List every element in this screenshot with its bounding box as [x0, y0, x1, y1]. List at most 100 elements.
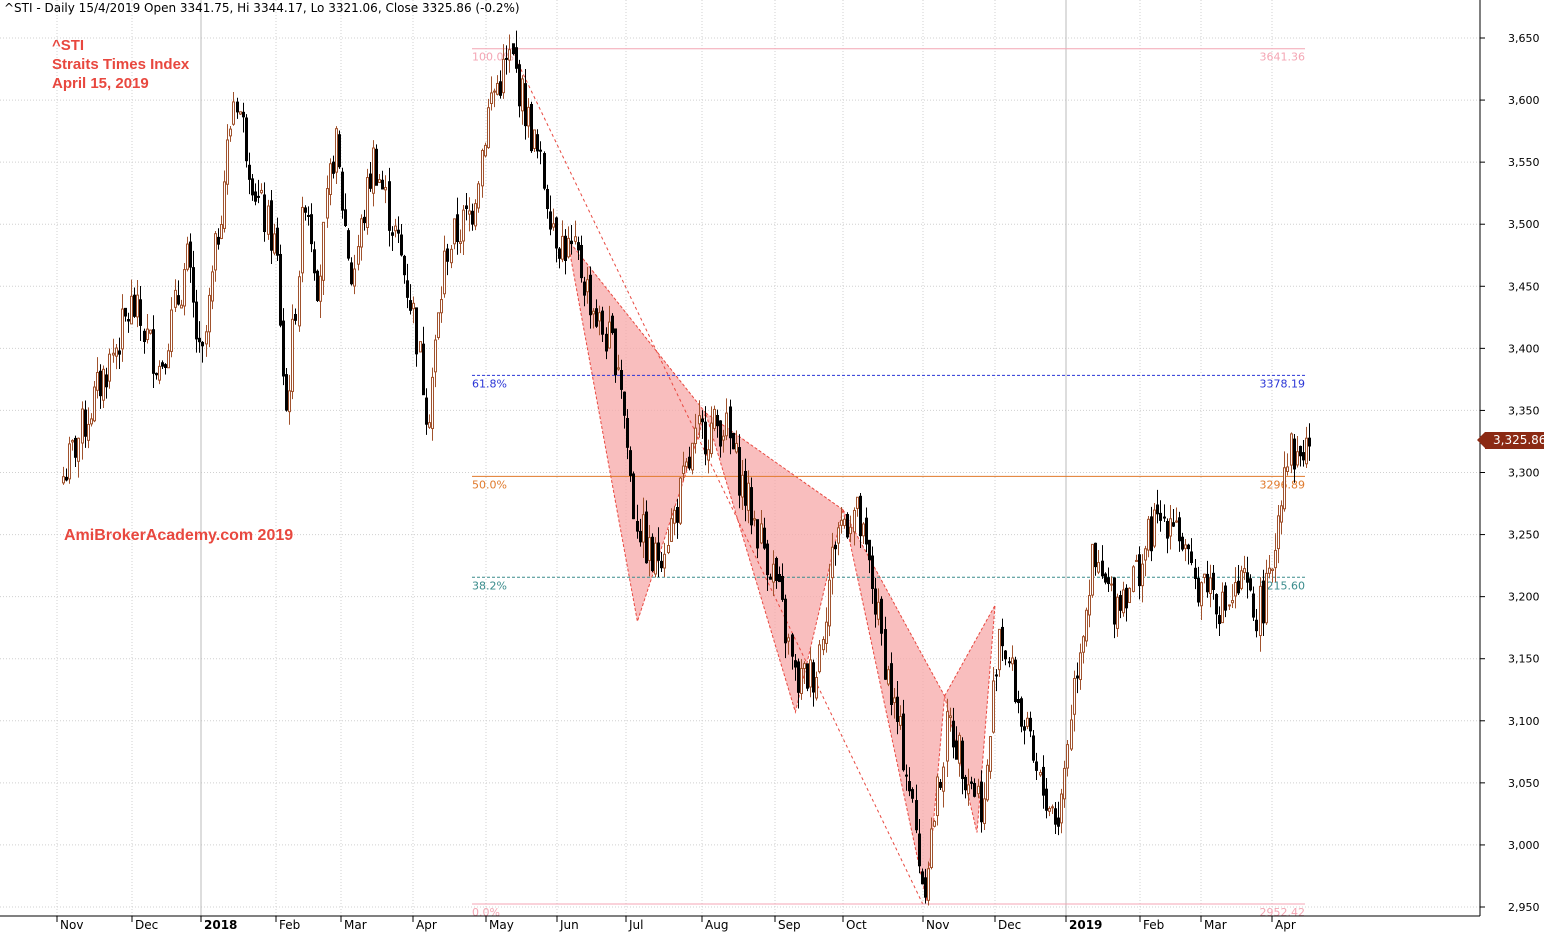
- candle-body-195: [667, 545, 670, 554]
- candle-body-381: [1243, 568, 1246, 573]
- candle-body-168: [583, 281, 586, 296]
- candle-body-74: [291, 318, 294, 392]
- y-tick-label-5: 3,200: [1508, 591, 1540, 604]
- candle-body-386: [1259, 585, 1262, 637]
- candle-body-231: [778, 574, 781, 583]
- candle-body-86: [329, 163, 332, 196]
- candle-body-136: [484, 144, 487, 157]
- fib-value-label-3: 3215.60: [1260, 579, 1306, 592]
- candle-body-388: [1265, 572, 1268, 624]
- candle-body-369: [1206, 573, 1209, 593]
- candle-body-14: [105, 374, 108, 388]
- candle-body-43: [195, 301, 198, 340]
- candle-body-20: [124, 307, 127, 317]
- candle-body-32: [161, 362, 164, 367]
- y-tick-label-4: 3,150: [1508, 653, 1540, 666]
- candle-body-354: [1159, 512, 1162, 521]
- candle-body-40: [186, 243, 189, 270]
- candle-body-268: [893, 697, 896, 704]
- candle-body-227: [766, 543, 769, 576]
- candle-body-372: [1215, 594, 1218, 615]
- y-tick-label-7: 3,300: [1508, 467, 1540, 480]
- watermark-label: AmiBrokerAcademy.com 2019: [64, 527, 294, 544]
- candle-body-159: [555, 217, 558, 249]
- candle-body-349: [1144, 548, 1147, 561]
- candle-body-158: [552, 223, 555, 228]
- candle-body-330: [1085, 609, 1088, 642]
- y-tick-label-13: 3,600: [1508, 94, 1540, 107]
- y-tick-label-1: 3,000: [1508, 839, 1540, 852]
- candle-body-164: [570, 240, 573, 245]
- candle-body-353: [1156, 504, 1159, 515]
- candle-body-291: [964, 776, 967, 791]
- candle-body-187: [642, 514, 645, 543]
- candle-body-322: [1060, 793, 1063, 824]
- candle-body-111: [406, 280, 409, 298]
- x-tick-label-7: Jun: [559, 918, 579, 932]
- candle-body-209: [710, 422, 713, 455]
- candle-body-118: [428, 422, 431, 428]
- candle-body-308: [1017, 699, 1020, 704]
- candle-body-265: [884, 629, 887, 680]
- candle-body-378: [1234, 582, 1237, 597]
- candle-body-128: [459, 241, 462, 244]
- candle-body-373: [1218, 615, 1221, 625]
- candle-body-333: [1094, 542, 1097, 568]
- candle-body-329: [1082, 636, 1085, 653]
- candle-body-67: [270, 200, 273, 251]
- candle-body-13: [102, 368, 105, 401]
- candle-body-202: [688, 456, 691, 469]
- candle-body-206: [701, 418, 704, 423]
- candle-body-155: [543, 153, 546, 189]
- y-tick-label-12: 3,550: [1508, 156, 1540, 169]
- candle-body-271: [902, 713, 905, 771]
- candle-body-152: [533, 129, 536, 149]
- candle-body-272: [905, 774, 908, 777]
- candle-body-123: [443, 250, 446, 295]
- candle-body-344: [1128, 587, 1131, 604]
- candle-body-31: [158, 365, 161, 381]
- candle-body-215: [729, 406, 732, 439]
- candle-body-24: [136, 294, 139, 318]
- candle-body-68: [273, 233, 276, 254]
- candle-body-41: [189, 241, 192, 268]
- candle-body-371: [1212, 572, 1215, 590]
- candle-body-303: [1001, 626, 1004, 647]
- candle-body-299: [989, 736, 992, 772]
- candle-body-116: [422, 343, 425, 396]
- candle-body-338: [1110, 583, 1113, 586]
- last-price-badge: 3,325.86: [1476, 432, 1544, 449]
- candle-body-360: [1178, 517, 1181, 542]
- candle-body-95: [357, 246, 360, 265]
- candle-body-390: [1271, 568, 1274, 572]
- pattern-2-xb: [842, 509, 946, 697]
- candle-body-63: [257, 195, 260, 198]
- candle-body-166: [577, 242, 580, 251]
- candle-body-331: [1088, 595, 1091, 616]
- candle-body-248: [831, 546, 834, 579]
- candle-body-305: [1008, 661, 1011, 664]
- candle-body-190: [651, 536, 654, 572]
- candle-body-62: [254, 191, 257, 202]
- candle-body-223: [753, 518, 756, 521]
- candle-body-156: [546, 188, 549, 210]
- candle-body-320: [1054, 808, 1057, 825]
- chart-header: ^STI - Daily 15/4/2019 Open 3341.75, Hi …: [4, 1, 520, 15]
- candle-body-340: [1116, 596, 1119, 629]
- candle-body-65: [263, 194, 266, 233]
- candle-body-51: [220, 224, 223, 239]
- candle-body-342: [1122, 589, 1125, 614]
- candle-body-99: [369, 173, 372, 189]
- candle-body-133: [474, 203, 477, 227]
- candle-body-347: [1138, 554, 1141, 587]
- candle-body-52: [223, 181, 226, 229]
- x-tick-label-2: 2018: [204, 918, 237, 932]
- pattern-2-bd: [944, 605, 996, 697]
- candle-body-110: [403, 255, 406, 276]
- candle-body-258: [862, 523, 865, 537]
- candle-body-124: [446, 248, 449, 262]
- candle-body-306: [1011, 657, 1014, 665]
- candle-body-357: [1169, 518, 1172, 537]
- candle-body-26: [143, 330, 146, 343]
- candle-body-211: [716, 414, 719, 427]
